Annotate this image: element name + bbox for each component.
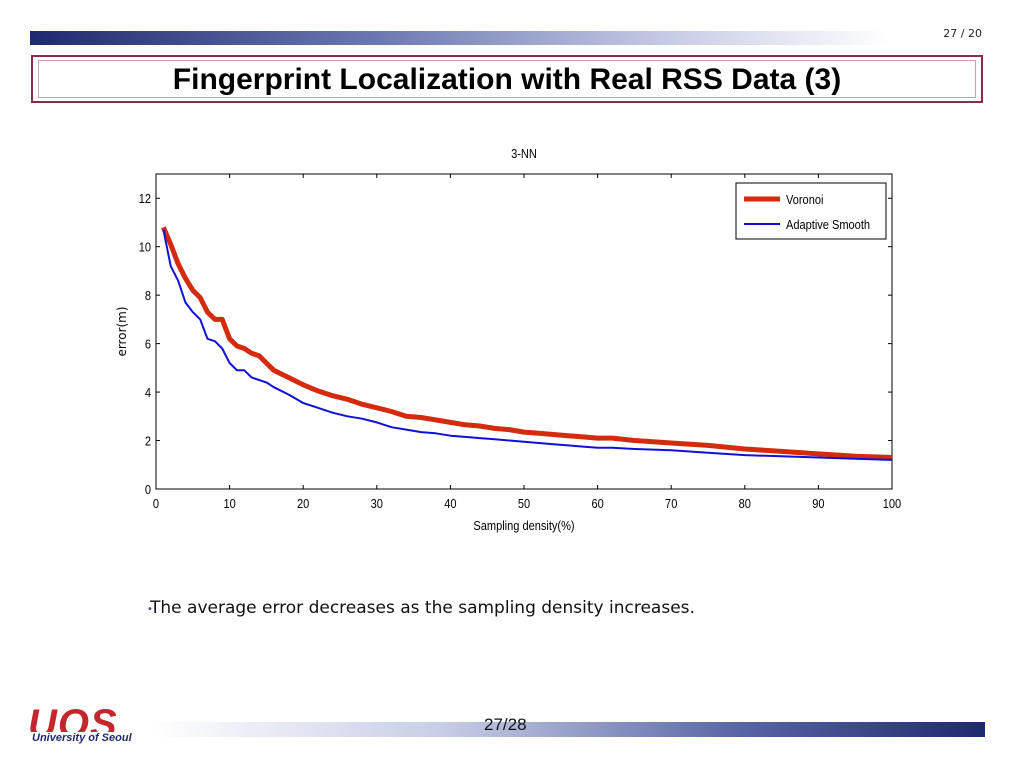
chart-title: 3-NN — [511, 146, 537, 161]
title-frame: Fingerprint Localization with Real RSS D… — [31, 55, 983, 103]
slide-number-top: 27 / 20 — [943, 27, 982, 40]
x-tick-label: 50 — [518, 496, 531, 511]
y-tick-label: 8 — [145, 288, 151, 303]
x-tick-label: 30 — [371, 496, 384, 511]
error-vs-density-chart: 3-NN 0 10 20 30 40 50 60 70 80 90 100 0 2 4 6 8 10 12 Sampl… — [100, 140, 920, 545]
bullet-text: The average error decreases as the sampl… — [150, 598, 695, 618]
x-tick-label: 0 — [153, 496, 159, 511]
slide-title: Fingerprint Localization with Real RSS D… — [33, 63, 981, 97]
x-tick-label: 60 — [591, 496, 604, 511]
y-tick-label: 6 — [145, 337, 151, 352]
page-number: 27/28 — [484, 715, 527, 735]
y-tick-label: 0 — [145, 482, 151, 497]
logo-sub-text: University of Seoul — [30, 732, 134, 744]
y-tick-label: 2 — [145, 434, 151, 449]
chart-container: 3-NN 0 10 20 30 40 50 60 70 80 90 100 0 2 4 6 8 10 12 Sampl… — [100, 140, 920, 545]
y-axis-label: error(m) — [115, 306, 129, 356]
x-tick-label: 70 — [665, 496, 678, 511]
x-axis-label: Sampling density(%) — [473, 518, 574, 533]
bottom-decorative-bar — [150, 722, 985, 737]
university-logo: UOS University of Seoul — [28, 708, 150, 748]
x-tick-label: 40 — [444, 496, 457, 511]
y-tick-label: 10 — [139, 240, 152, 255]
x-tick-label: 10 — [223, 496, 236, 511]
y-tick-label: 4 — [145, 385, 151, 400]
top-decorative-bar — [30, 31, 890, 45]
x-tick-label: 100 — [883, 496, 902, 511]
legend-label: Adaptive Smooth — [786, 217, 870, 232]
x-tick-label: 90 — [812, 496, 825, 511]
y-tick-label: 12 — [139, 191, 152, 206]
legend-label: Voronoi — [786, 192, 823, 207]
x-tick-label: 80 — [739, 496, 752, 511]
x-tick-label: 20 — [297, 496, 310, 511]
